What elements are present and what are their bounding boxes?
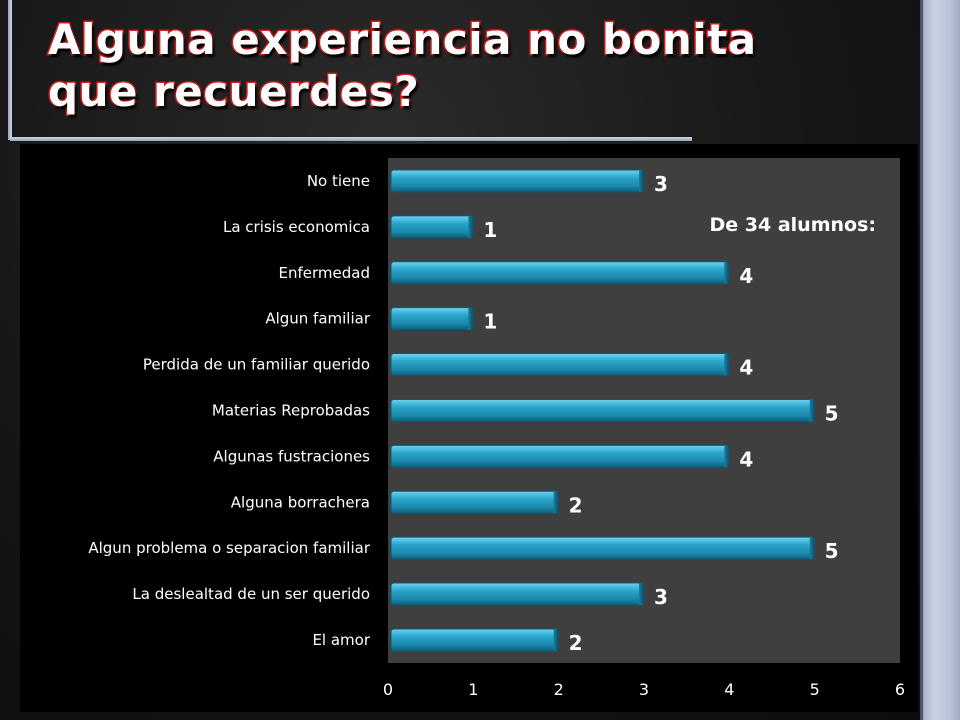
bar-end-cap bbox=[553, 628, 559, 651]
bar bbox=[390, 398, 816, 422]
data-label: 1 bbox=[483, 218, 497, 242]
category-label: No tiene bbox=[307, 172, 370, 190]
bar-end-cap bbox=[724, 353, 730, 376]
title-line-2: que recuerdes? bbox=[46, 66, 420, 118]
bar-end-cap bbox=[468, 307, 474, 330]
bar bbox=[390, 444, 730, 468]
x-tick-label: 6 bbox=[895, 680, 905, 699]
x-tick-label: 0 bbox=[383, 680, 393, 699]
data-label: 4 bbox=[739, 264, 753, 288]
bar-body bbox=[390, 490, 560, 514]
frame-line-top bbox=[10, 137, 692, 141]
bar-end-cap bbox=[639, 169, 644, 192]
category-label: El amor bbox=[312, 631, 370, 649]
data-label: 5 bbox=[825, 401, 839, 425]
bar-body bbox=[390, 398, 816, 422]
category-label: La crisis economica bbox=[223, 218, 370, 236]
bar bbox=[390, 307, 474, 331]
data-label: 4 bbox=[739, 356, 753, 380]
bar-body bbox=[390, 307, 474, 331]
category-label: Alguna borrachera bbox=[231, 493, 370, 511]
category-label: Algunas fustraciones bbox=[213, 447, 370, 465]
category-label: Perdida de un familiar querido bbox=[143, 356, 370, 374]
category-label: Enfermedad bbox=[279, 264, 370, 282]
x-tick-label: 2 bbox=[554, 680, 564, 699]
bar-body bbox=[390, 536, 816, 560]
bar-end-cap bbox=[809, 537, 815, 560]
bar-body bbox=[390, 628, 560, 652]
bar-body bbox=[390, 444, 730, 468]
data-label: 1 bbox=[483, 310, 497, 334]
bar bbox=[390, 628, 560, 652]
chart-annotation: De 34 alumnos: bbox=[710, 214, 876, 236]
data-label: 3 bbox=[654, 172, 668, 196]
data-label: 3 bbox=[654, 585, 668, 609]
x-tick-label: 3 bbox=[639, 680, 649, 699]
title-line-1: Alguna experiencia no bonita bbox=[47, 14, 758, 66]
slide-title: Alguna experiencia no bonita que recuerd… bbox=[46, 14, 908, 118]
bar-body bbox=[390, 353, 730, 377]
x-tick-label: 5 bbox=[810, 680, 820, 699]
bar-end-cap bbox=[724, 445, 730, 468]
data-label: 4 bbox=[739, 447, 753, 471]
category-label: Algun problema o separacion familiar bbox=[88, 539, 370, 557]
bar-end-cap bbox=[468, 215, 474, 238]
bar bbox=[390, 490, 560, 514]
side-decoration-strip bbox=[920, 0, 960, 720]
bar bbox=[390, 169, 645, 193]
bar-end-cap bbox=[724, 261, 730, 284]
x-tick-label: 4 bbox=[724, 680, 734, 699]
frame-line-left bbox=[8, 0, 12, 140]
bar bbox=[390, 353, 730, 377]
bar bbox=[390, 582, 645, 606]
data-label: 2 bbox=[569, 631, 583, 655]
category-label: La deslealtad de un ser querido bbox=[132, 585, 370, 603]
category-label: Materias Reprobadas bbox=[212, 401, 370, 419]
bar-end-cap bbox=[639, 583, 644, 606]
x-tick-label: 1 bbox=[468, 680, 478, 699]
bar-end-cap bbox=[553, 491, 559, 514]
bar bbox=[390, 215, 474, 239]
data-label: 5 bbox=[825, 539, 839, 563]
bar-body bbox=[390, 215, 474, 239]
bar-body bbox=[390, 582, 645, 606]
bar bbox=[390, 536, 816, 560]
bar-end-cap bbox=[809, 399, 815, 422]
data-label: 2 bbox=[569, 493, 583, 517]
category-label: Algun familiar bbox=[265, 310, 371, 328]
bar-body bbox=[390, 261, 730, 285]
bar-body bbox=[390, 169, 645, 193]
bar bbox=[390, 261, 730, 285]
